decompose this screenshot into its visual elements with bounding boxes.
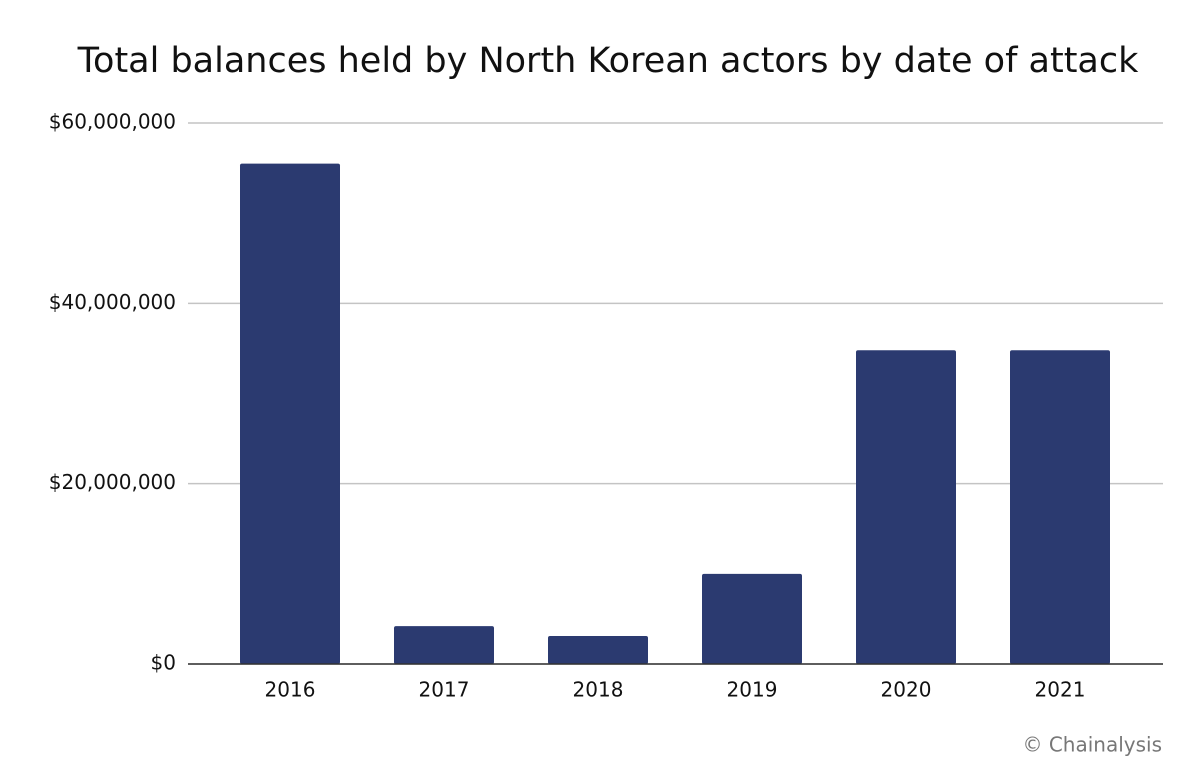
x-tick-label: 2016 <box>265 678 316 702</box>
bar <box>856 350 956 664</box>
bar <box>394 626 494 664</box>
chart-title: Total balances held by North Korean acto… <box>77 41 1140 81</box>
bar <box>548 636 648 664</box>
x-tick-label: 2018 <box>573 678 624 702</box>
x-tick-label: 2021 <box>1035 678 1086 702</box>
bar <box>240 163 340 664</box>
y-tick-label: $0 <box>151 651 176 675</box>
y-tick-label: $60,000,000 <box>49 110 176 134</box>
source-credit: © Chainalysis <box>1022 733 1162 757</box>
y-tick-label: $20,000,000 <box>49 470 176 494</box>
bar <box>1010 350 1110 664</box>
x-tick-label: 2019 <box>727 678 778 702</box>
x-tick-label: 2020 <box>881 678 932 702</box>
x-tick-label: 2017 <box>419 678 470 702</box>
y-tick-label: $40,000,000 <box>49 290 176 314</box>
bar <box>702 573 802 664</box>
